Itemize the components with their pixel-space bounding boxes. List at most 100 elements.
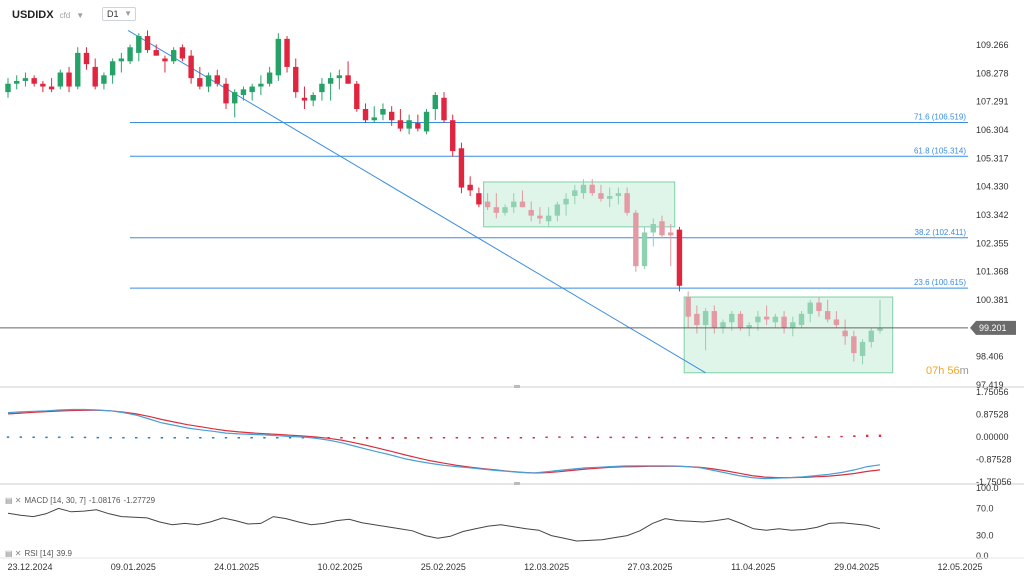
candle-body	[668, 232, 674, 236]
macd-histogram-bar	[609, 436, 612, 439]
candle-body	[763, 316, 770, 320]
macd-histogram-bar	[789, 437, 792, 439]
candle-body	[877, 327, 883, 331]
macd-axis-tick-label: -1.75056	[976, 477, 1012, 487]
macd-axis-tick-label: -0.87528	[976, 455, 1012, 465]
candle-body	[676, 229, 683, 286]
x-axis-tick-label: 10.02.2025	[317, 562, 362, 572]
candle-body	[580, 184, 587, 194]
candle-body	[327, 78, 334, 84]
macd-histogram-bar	[378, 437, 382, 439]
macd-histogram-bar	[801, 436, 805, 439]
candle-body	[781, 316, 787, 328]
candle-body	[519, 201, 526, 208]
macd-histogram-bar	[558, 436, 561, 438]
candle-body	[790, 322, 796, 328]
countdown-hours: 07h	[926, 365, 945, 377]
fib-level-label: 71.6 (106.519)	[914, 112, 966, 121]
candle-body	[127, 47, 133, 62]
price-axis-tick-label: 97.419	[976, 380, 1004, 390]
macd-histogram-bar	[571, 436, 574, 438]
indicator-settings-icon[interactable]: ▤ ✕	[5, 496, 22, 505]
symbol-type: cfd	[59, 10, 71, 20]
candle-body	[493, 207, 500, 213]
indicator-settings-icon[interactable]: ▤ ✕	[5, 549, 22, 558]
fib-level-label: 38.2 (102.411)	[915, 228, 967, 237]
timeframe-select[interactable]: D1 ▼	[102, 7, 136, 21]
candle-body	[798, 313, 805, 326]
macd-histogram-bar	[96, 436, 99, 439]
macd-histogram-bar	[673, 436, 677, 439]
macd-histogram-bar	[288, 437, 292, 439]
rsi-axis-tick-label: 0.0	[976, 551, 989, 561]
candle-body	[659, 221, 665, 236]
macd-histogram-bar	[878, 434, 882, 437]
x-axis-tick-label: 29.04.2025	[834, 562, 879, 572]
candle-body	[371, 117, 377, 121]
macd-label: MACD [14, 30, 7]	[24, 496, 86, 505]
candle-body	[528, 210, 534, 216]
macd-histogram-bar	[301, 437, 305, 439]
macd-histogram-bar	[532, 437, 535, 439]
candle-body	[258, 83, 264, 87]
candle-body	[598, 193, 604, 199]
macd-histogram-bar	[776, 437, 779, 439]
symbol-name[interactable]: USDIDX	[12, 9, 54, 21]
macd-axis-tick-label: 0.00000	[976, 432, 1009, 442]
x-axis-tick-label: 27.03.2025	[627, 562, 672, 572]
candle-body	[170, 50, 177, 62]
candle-body	[816, 302, 822, 312]
candle-body	[223, 83, 229, 104]
x-axis-tick-label: 11.04.2025	[731, 562, 775, 572]
macd-histogram-bar	[365, 437, 369, 439]
candle-body	[633, 212, 639, 267]
chevron-down-icon: ▼	[124, 9, 132, 18]
candle-body	[336, 75, 343, 79]
candle-body	[694, 313, 700, 326]
x-axis-tick-label: 12.03.2025	[524, 562, 569, 572]
candle-body	[406, 120, 412, 129]
candle-body	[354, 83, 360, 109]
macd-histogram-bar	[724, 437, 728, 439]
candle-body	[606, 195, 613, 199]
candle-body	[144, 36, 151, 51]
macd-histogram-bar	[211, 437, 215, 439]
timeframe-value: D1	[107, 9, 119, 19]
candle-body	[179, 47, 186, 59]
candle-body	[824, 311, 831, 320]
candle-body	[48, 86, 55, 90]
symbol-header[interactable]: USDIDX cfd ▼	[12, 7, 84, 23]
macd-histogram-bar	[186, 437, 189, 439]
candle-body	[458, 148, 465, 188]
candle-body	[685, 297, 691, 317]
chevron-down-icon[interactable]: ▼	[76, 10, 85, 20]
macd-histogram-bar	[468, 437, 471, 439]
candle-body	[101, 75, 107, 84]
candle-body	[807, 302, 813, 314]
macd-histogram-bar	[712, 437, 715, 439]
current-price-tag	[970, 320, 1016, 335]
macd-histogram-bar	[853, 435, 856, 437]
macd-histogram-bar	[58, 436, 61, 439]
candle-body	[40, 83, 46, 87]
macd-histogram-bar	[737, 437, 741, 439]
macd-histogram-bar	[250, 437, 253, 439]
rsi-label: RSI [14]	[24, 549, 54, 558]
candle-body	[205, 75, 212, 87]
candle-body	[755, 316, 761, 323]
candle-body	[423, 111, 430, 132]
candle-body	[266, 72, 273, 84]
macd-histogram-bar	[173, 437, 176, 439]
candle-body	[737, 313, 744, 328]
macd-histogram-bar	[122, 437, 125, 439]
macd-histogram-bar	[340, 437, 343, 439]
macd-histogram-bar	[70, 436, 74, 439]
candle-body	[14, 80, 20, 84]
macd-legend: ▤ ✕ MACD [14, 30, 7] -1.08176 -1.27729	[5, 496, 155, 505]
candle-body	[484, 201, 491, 208]
candle-body	[702, 311, 709, 326]
price-axis-tick-label: 108.278	[976, 68, 1009, 78]
macd-histogram-bar	[827, 436, 830, 438]
candle-body	[57, 72, 64, 87]
